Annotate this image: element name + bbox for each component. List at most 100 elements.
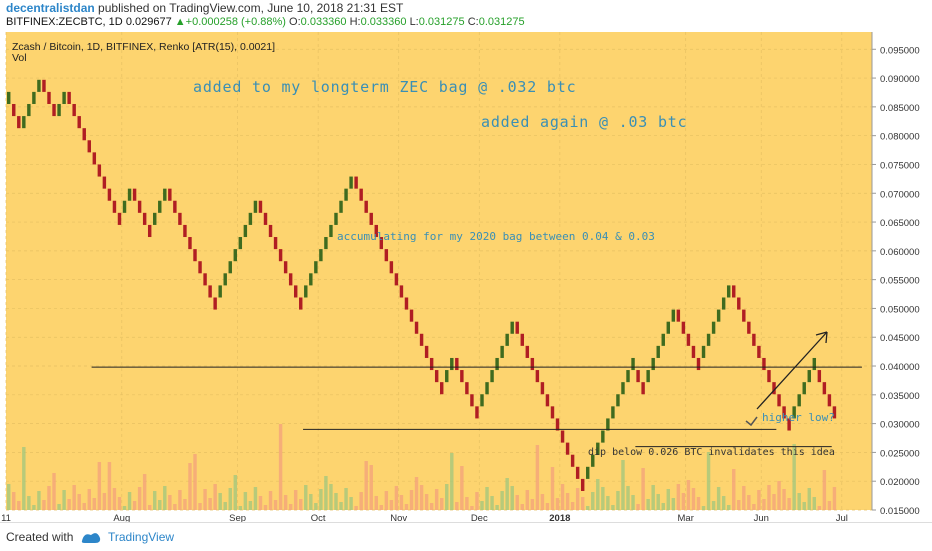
renko-brick <box>17 116 21 129</box>
volume-bar <box>787 498 791 510</box>
renko-brick <box>203 273 207 286</box>
renko-brick <box>611 406 615 419</box>
renko-brick <box>651 357 655 371</box>
volume-bar <box>636 504 640 510</box>
volume-bar <box>470 506 474 510</box>
renko-brick <box>82 128 86 141</box>
renko-brick <box>737 297 741 310</box>
volume-bar <box>822 470 827 510</box>
volume-bar <box>142 474 147 510</box>
renko-brick <box>626 370 630 383</box>
volume-bar <box>525 490 530 510</box>
volume-bar <box>535 445 540 510</box>
renko-brick <box>92 152 97 165</box>
renko-brick <box>601 430 605 443</box>
x-tick-label: Jul <box>836 513 848 522</box>
renko-brick <box>570 454 575 467</box>
renko-brick <box>732 285 736 298</box>
volume-bar <box>208 498 212 510</box>
volume-bar <box>475 492 479 510</box>
volume-bar <box>505 478 509 510</box>
volume-bar <box>757 490 761 510</box>
renko-brick <box>560 430 565 443</box>
renko-brick <box>359 188 363 201</box>
volume-bar <box>520 504 524 510</box>
x-tick-label: Aug <box>113 513 130 522</box>
volume-bar <box>565 493 570 510</box>
renko-brick <box>409 309 414 322</box>
renko-brick <box>721 297 726 310</box>
renko-brick <box>97 164 102 177</box>
renko-brick <box>586 466 590 479</box>
renko-brick <box>394 273 399 286</box>
volume-bar <box>273 500 278 510</box>
volume-bar <box>127 492 132 510</box>
y-tick-label: 0.035000 <box>880 391 920 402</box>
renko-brick <box>671 309 676 322</box>
y-tick-label: 0.095000 <box>880 45 920 56</box>
renko-brick <box>631 357 635 371</box>
volume-bar <box>253 487 258 510</box>
renko-brick <box>580 478 585 491</box>
renko-brick <box>465 382 469 395</box>
renko-brick <box>550 406 555 419</box>
volume-bar <box>656 494 660 510</box>
renko-brick <box>460 370 464 383</box>
volume-bar <box>52 473 56 510</box>
volume-bar <box>394 486 399 510</box>
volume-bar <box>223 502 227 510</box>
renko-brick <box>495 357 499 371</box>
volume-bar <box>349 497 353 510</box>
volume-bar <box>309 494 313 510</box>
published-text: published on TradingView.com, June 10, 2… <box>98 1 404 15</box>
volume-bar <box>27 496 31 510</box>
renko-brick <box>62 91 66 104</box>
volume-bar <box>812 497 817 510</box>
renko-chart[interactable]: 0.095000 0.090000 0.085000 0.080000 0.075000… <box>0 32 932 522</box>
tradingview-logo-icon[interactable] <box>80 529 102 545</box>
volume-bar <box>465 497 469 510</box>
volume-bar <box>817 506 822 510</box>
volume-bar <box>183 499 187 510</box>
volume-bar <box>82 503 86 510</box>
renko-brick <box>153 212 157 225</box>
renko-brick <box>530 357 535 371</box>
renko-brick <box>314 261 318 274</box>
volume-bar <box>782 489 786 510</box>
renko-brick <box>812 357 817 371</box>
volume-bar <box>399 495 404 510</box>
renko-brick <box>288 273 293 286</box>
volume-bar <box>203 489 207 510</box>
volume-bar <box>530 499 535 510</box>
y-tick-label: 0.040000 <box>880 362 920 373</box>
close-label: C: <box>467 16 479 28</box>
renko-brick <box>822 382 827 395</box>
low-value: 0.031275 <box>418 16 465 28</box>
tradingview-brand-link[interactable]: TradingView <box>108 530 175 544</box>
y-tick-label: 0.080000 <box>880 132 920 143</box>
renko-brick <box>208 285 212 298</box>
volume-bar <box>429 503 434 510</box>
volume-bar <box>163 486 167 510</box>
volume-bar <box>445 484 449 510</box>
renko-brick <box>535 370 540 383</box>
price-axis: 0.095000 0.090000 0.085000 0.080000 0.075000… <box>871 32 920 517</box>
volume-bar <box>404 504 409 510</box>
volume-bar <box>726 505 731 510</box>
volume-bar <box>651 485 655 510</box>
y-tick-label: 0.070000 <box>880 189 920 200</box>
volume-bar <box>339 502 343 510</box>
volume-bar <box>762 499 766 510</box>
renko-brick <box>304 285 308 298</box>
renko-brick <box>253 200 258 213</box>
price-axis-background <box>872 32 932 510</box>
renko-brick <box>168 188 172 201</box>
volume-bar <box>218 493 222 510</box>
author-name[interactable]: decentralistdan <box>6 1 95 15</box>
volume-bar <box>188 463 192 510</box>
renko-brick <box>243 224 248 238</box>
volume-bar <box>213 484 217 510</box>
renko-brick <box>369 212 373 225</box>
volume-bar <box>555 498 560 510</box>
close-value: 0.031275 <box>478 16 525 28</box>
